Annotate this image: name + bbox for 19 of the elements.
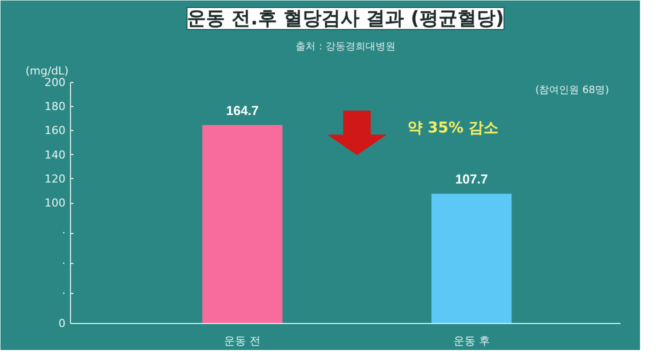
annotation: 약 35% 감소 — [407, 118, 499, 136]
x-tick-label: 운동 후 — [453, 334, 490, 348]
y-tick-label: 180 — [44, 100, 66, 114]
chart-subtitle: 출처 : 강동경희대병원 — [296, 42, 396, 52]
y-tick-label: 160 — [44, 124, 66, 138]
y-tick-label: 140 — [44, 148, 66, 162]
y-tick-label: 200 — [44, 76, 66, 89]
x-tick-label: 운동 전 — [224, 334, 261, 348]
y-axis-title: (mg/dL) — [26, 64, 69, 78]
annotation: (참여인원 68명) — [535, 84, 610, 96]
y-tick-label: 120 — [44, 172, 66, 186]
y-tick-label: 100 — [44, 196, 66, 210]
y-tick-label: · — [62, 226, 66, 240]
data-label: 164.7 — [226, 103, 259, 118]
y-tick-label: 0 — [58, 317, 66, 330]
y-tick-label: · — [62, 256, 66, 270]
chart-title: 운동 전.후 혈당검사 결과 (평균혈당) — [186, 8, 504, 30]
y-tick-label: · — [62, 286, 66, 300]
data-label: 107.7 — [455, 172, 488, 187]
